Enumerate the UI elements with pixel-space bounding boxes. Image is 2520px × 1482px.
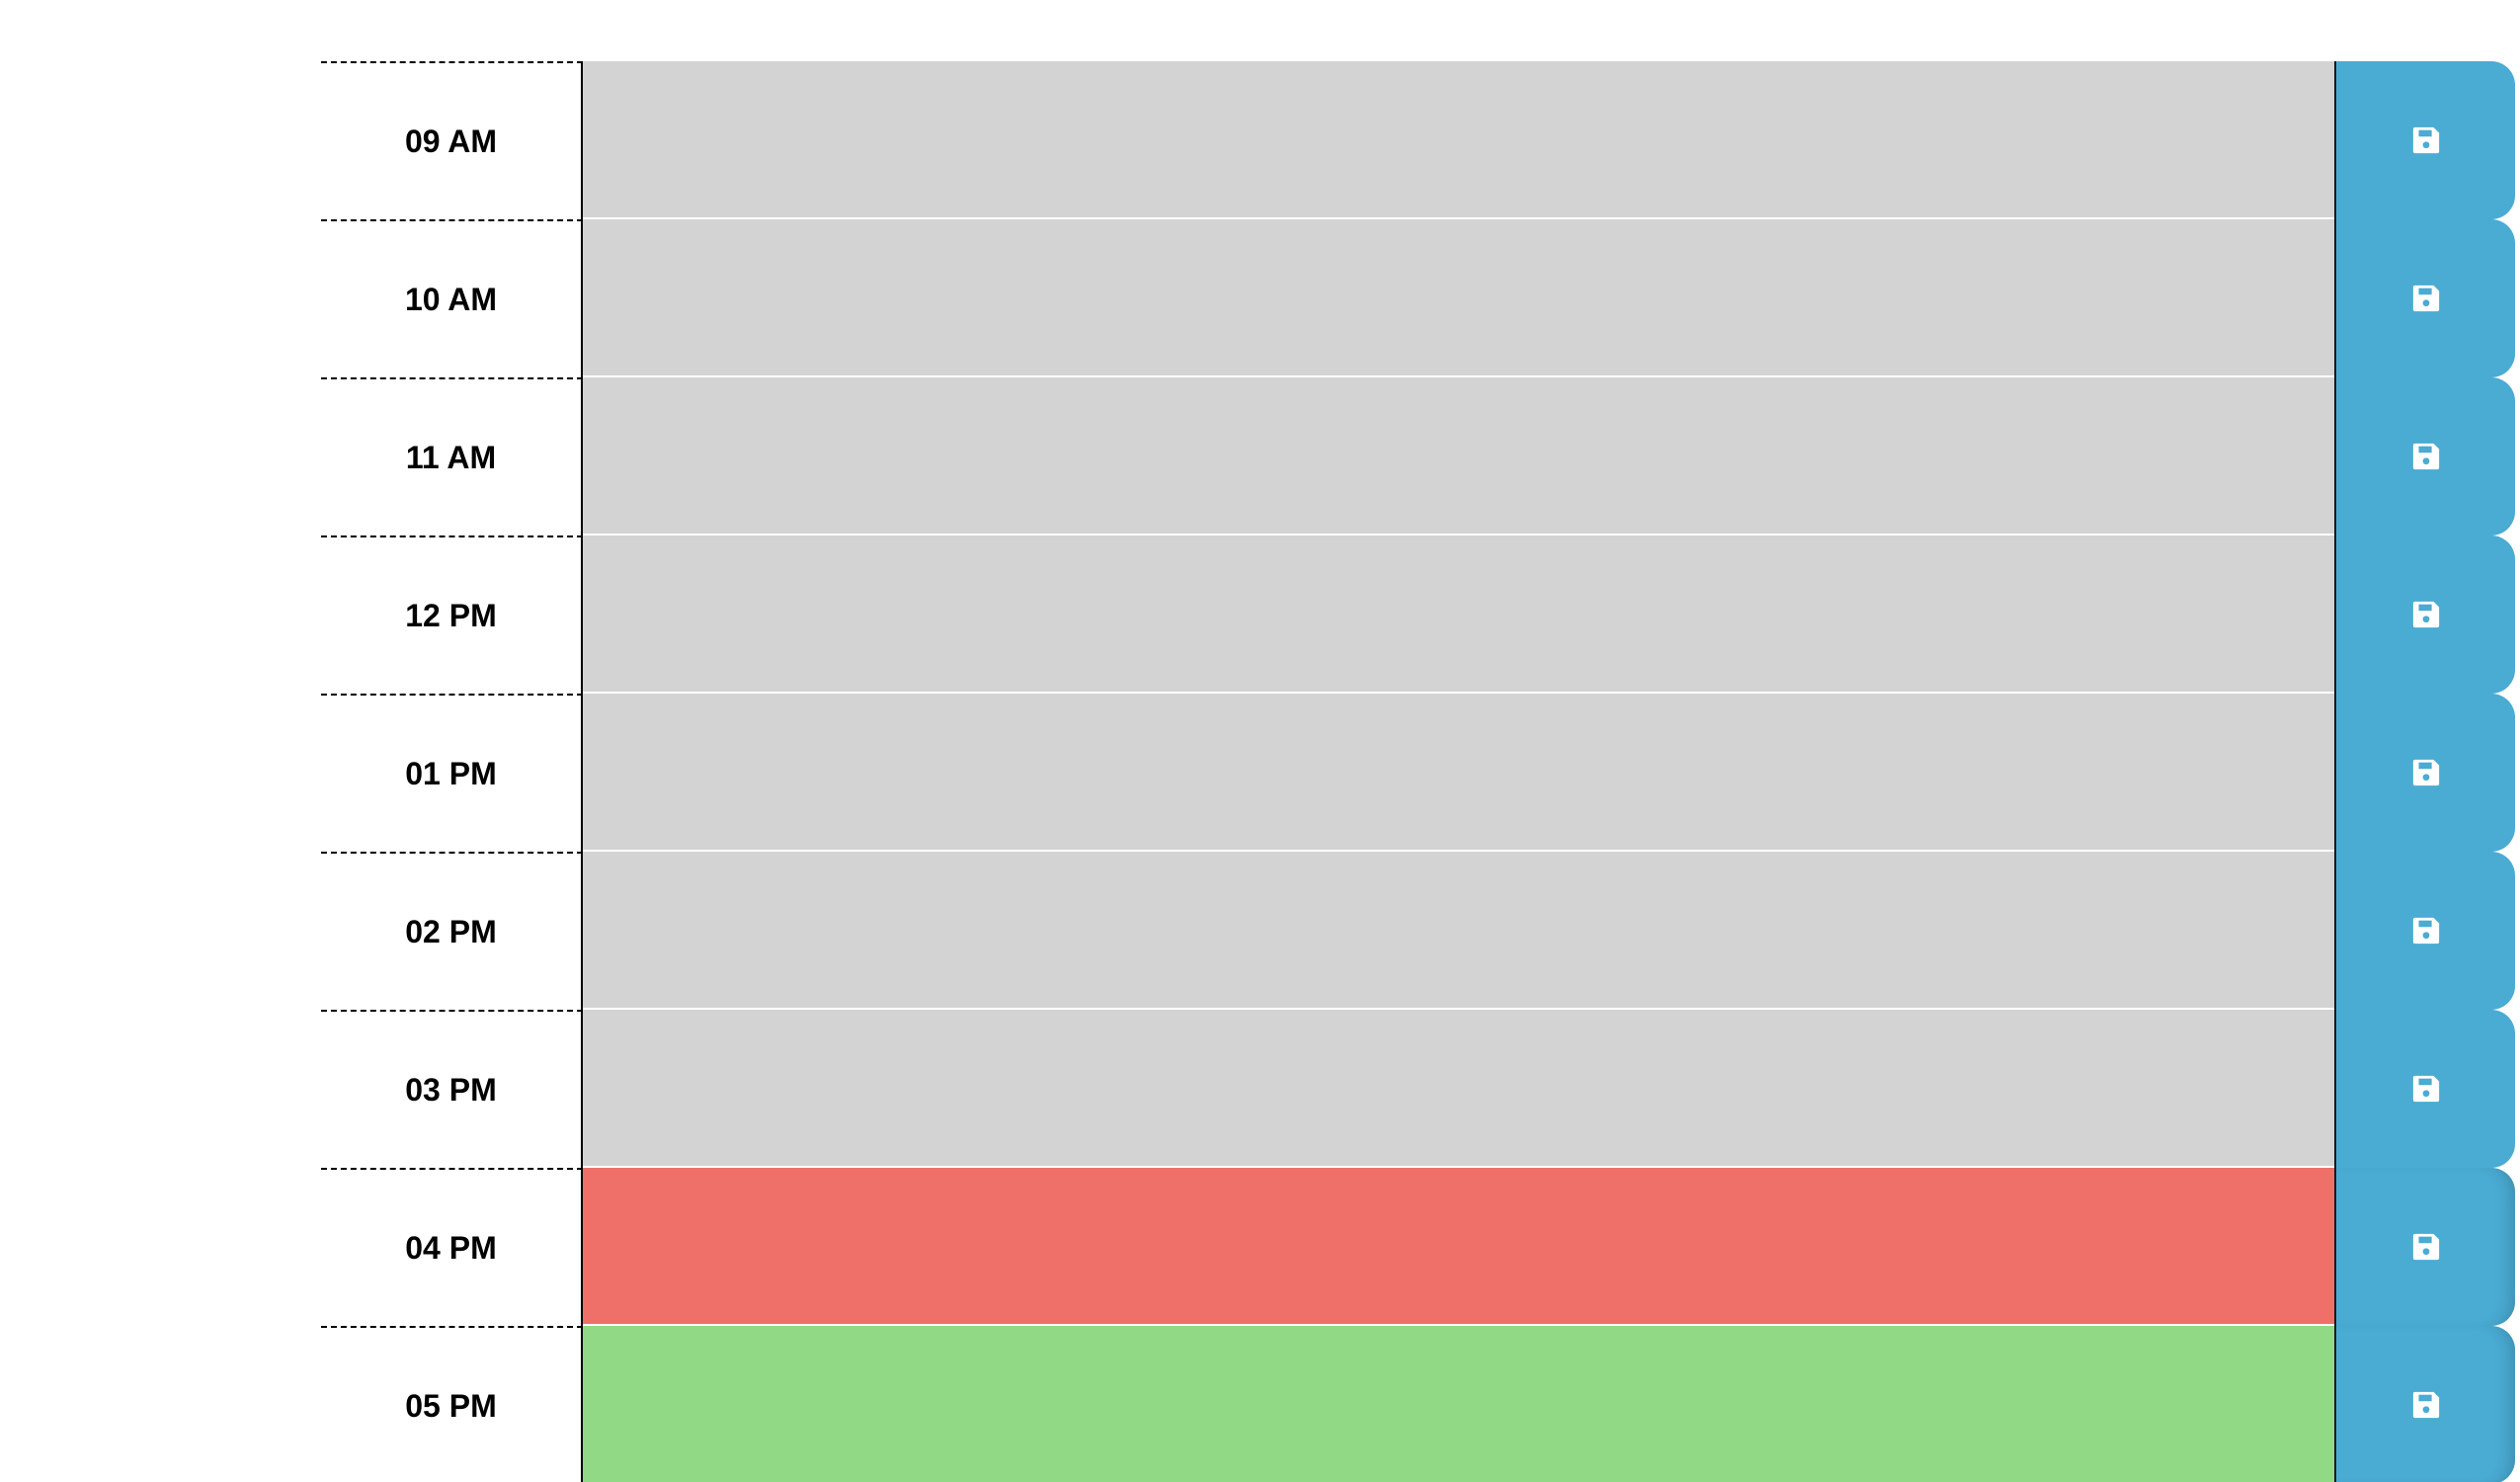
hour-label: 02 PM [321, 852, 583, 1010]
hour-label: 04 PM [321, 1168, 583, 1326]
floppy-disk-icon [2412, 1075, 2439, 1103]
scheduler: 09 AM 10 AM 11 AM 12 PM 01 PM 02 PM 03 PM 04 PM… [321, 61, 2515, 1482]
save-button[interactable] [2334, 1010, 2515, 1168]
hour-label: 01 PM [321, 694, 583, 852]
floppy-disk-icon [2412, 1233, 2439, 1261]
event-description-input[interactable] [583, 61, 2334, 219]
save-button[interactable] [2334, 1168, 2515, 1326]
floppy-disk-icon [2412, 917, 2439, 945]
save-button[interactable] [2334, 535, 2515, 694]
floppy-disk-icon [2412, 126, 2439, 154]
event-description-input[interactable] [583, 852, 2334, 1010]
floppy-disk-icon [2412, 443, 2439, 470]
time-block: 05 PM [321, 1326, 2515, 1482]
time-block: 02 PM [321, 852, 2515, 1010]
save-button[interactable] [2334, 694, 2515, 852]
event-description-input[interactable] [583, 377, 2334, 535]
time-block: 09 AM [321, 61, 2515, 219]
event-description-input[interactable] [583, 1326, 2334, 1482]
event-description-input[interactable] [583, 694, 2334, 852]
time-block: 12 PM [321, 535, 2515, 694]
save-button[interactable] [2334, 377, 2515, 535]
time-block: 03 PM [321, 1010, 2515, 1168]
save-button[interactable] [2334, 1326, 2515, 1482]
event-description-input[interactable] [583, 1168, 2334, 1326]
floppy-disk-icon [2412, 601, 2439, 628]
hour-label: 09 AM [321, 61, 583, 219]
hour-label: 11 AM [321, 377, 583, 535]
save-button[interactable] [2334, 852, 2515, 1010]
time-block: 10 AM [321, 219, 2515, 377]
floppy-disk-icon [2412, 285, 2439, 312]
event-description-input[interactable] [583, 219, 2334, 377]
time-block: 01 PM [321, 694, 2515, 852]
event-description-input[interactable] [583, 535, 2334, 694]
hour-label: 10 AM [321, 219, 583, 377]
hour-label: 05 PM [321, 1326, 583, 1482]
save-button[interactable] [2334, 219, 2515, 377]
time-block: 04 PM [321, 1168, 2515, 1326]
time-block: 11 AM [321, 377, 2515, 535]
hour-label: 12 PM [321, 535, 583, 694]
floppy-disk-icon [2412, 1391, 2439, 1419]
hour-label: 03 PM [321, 1010, 583, 1168]
save-button[interactable] [2334, 61, 2515, 219]
event-description-input[interactable] [583, 1010, 2334, 1168]
floppy-disk-icon [2412, 759, 2439, 786]
